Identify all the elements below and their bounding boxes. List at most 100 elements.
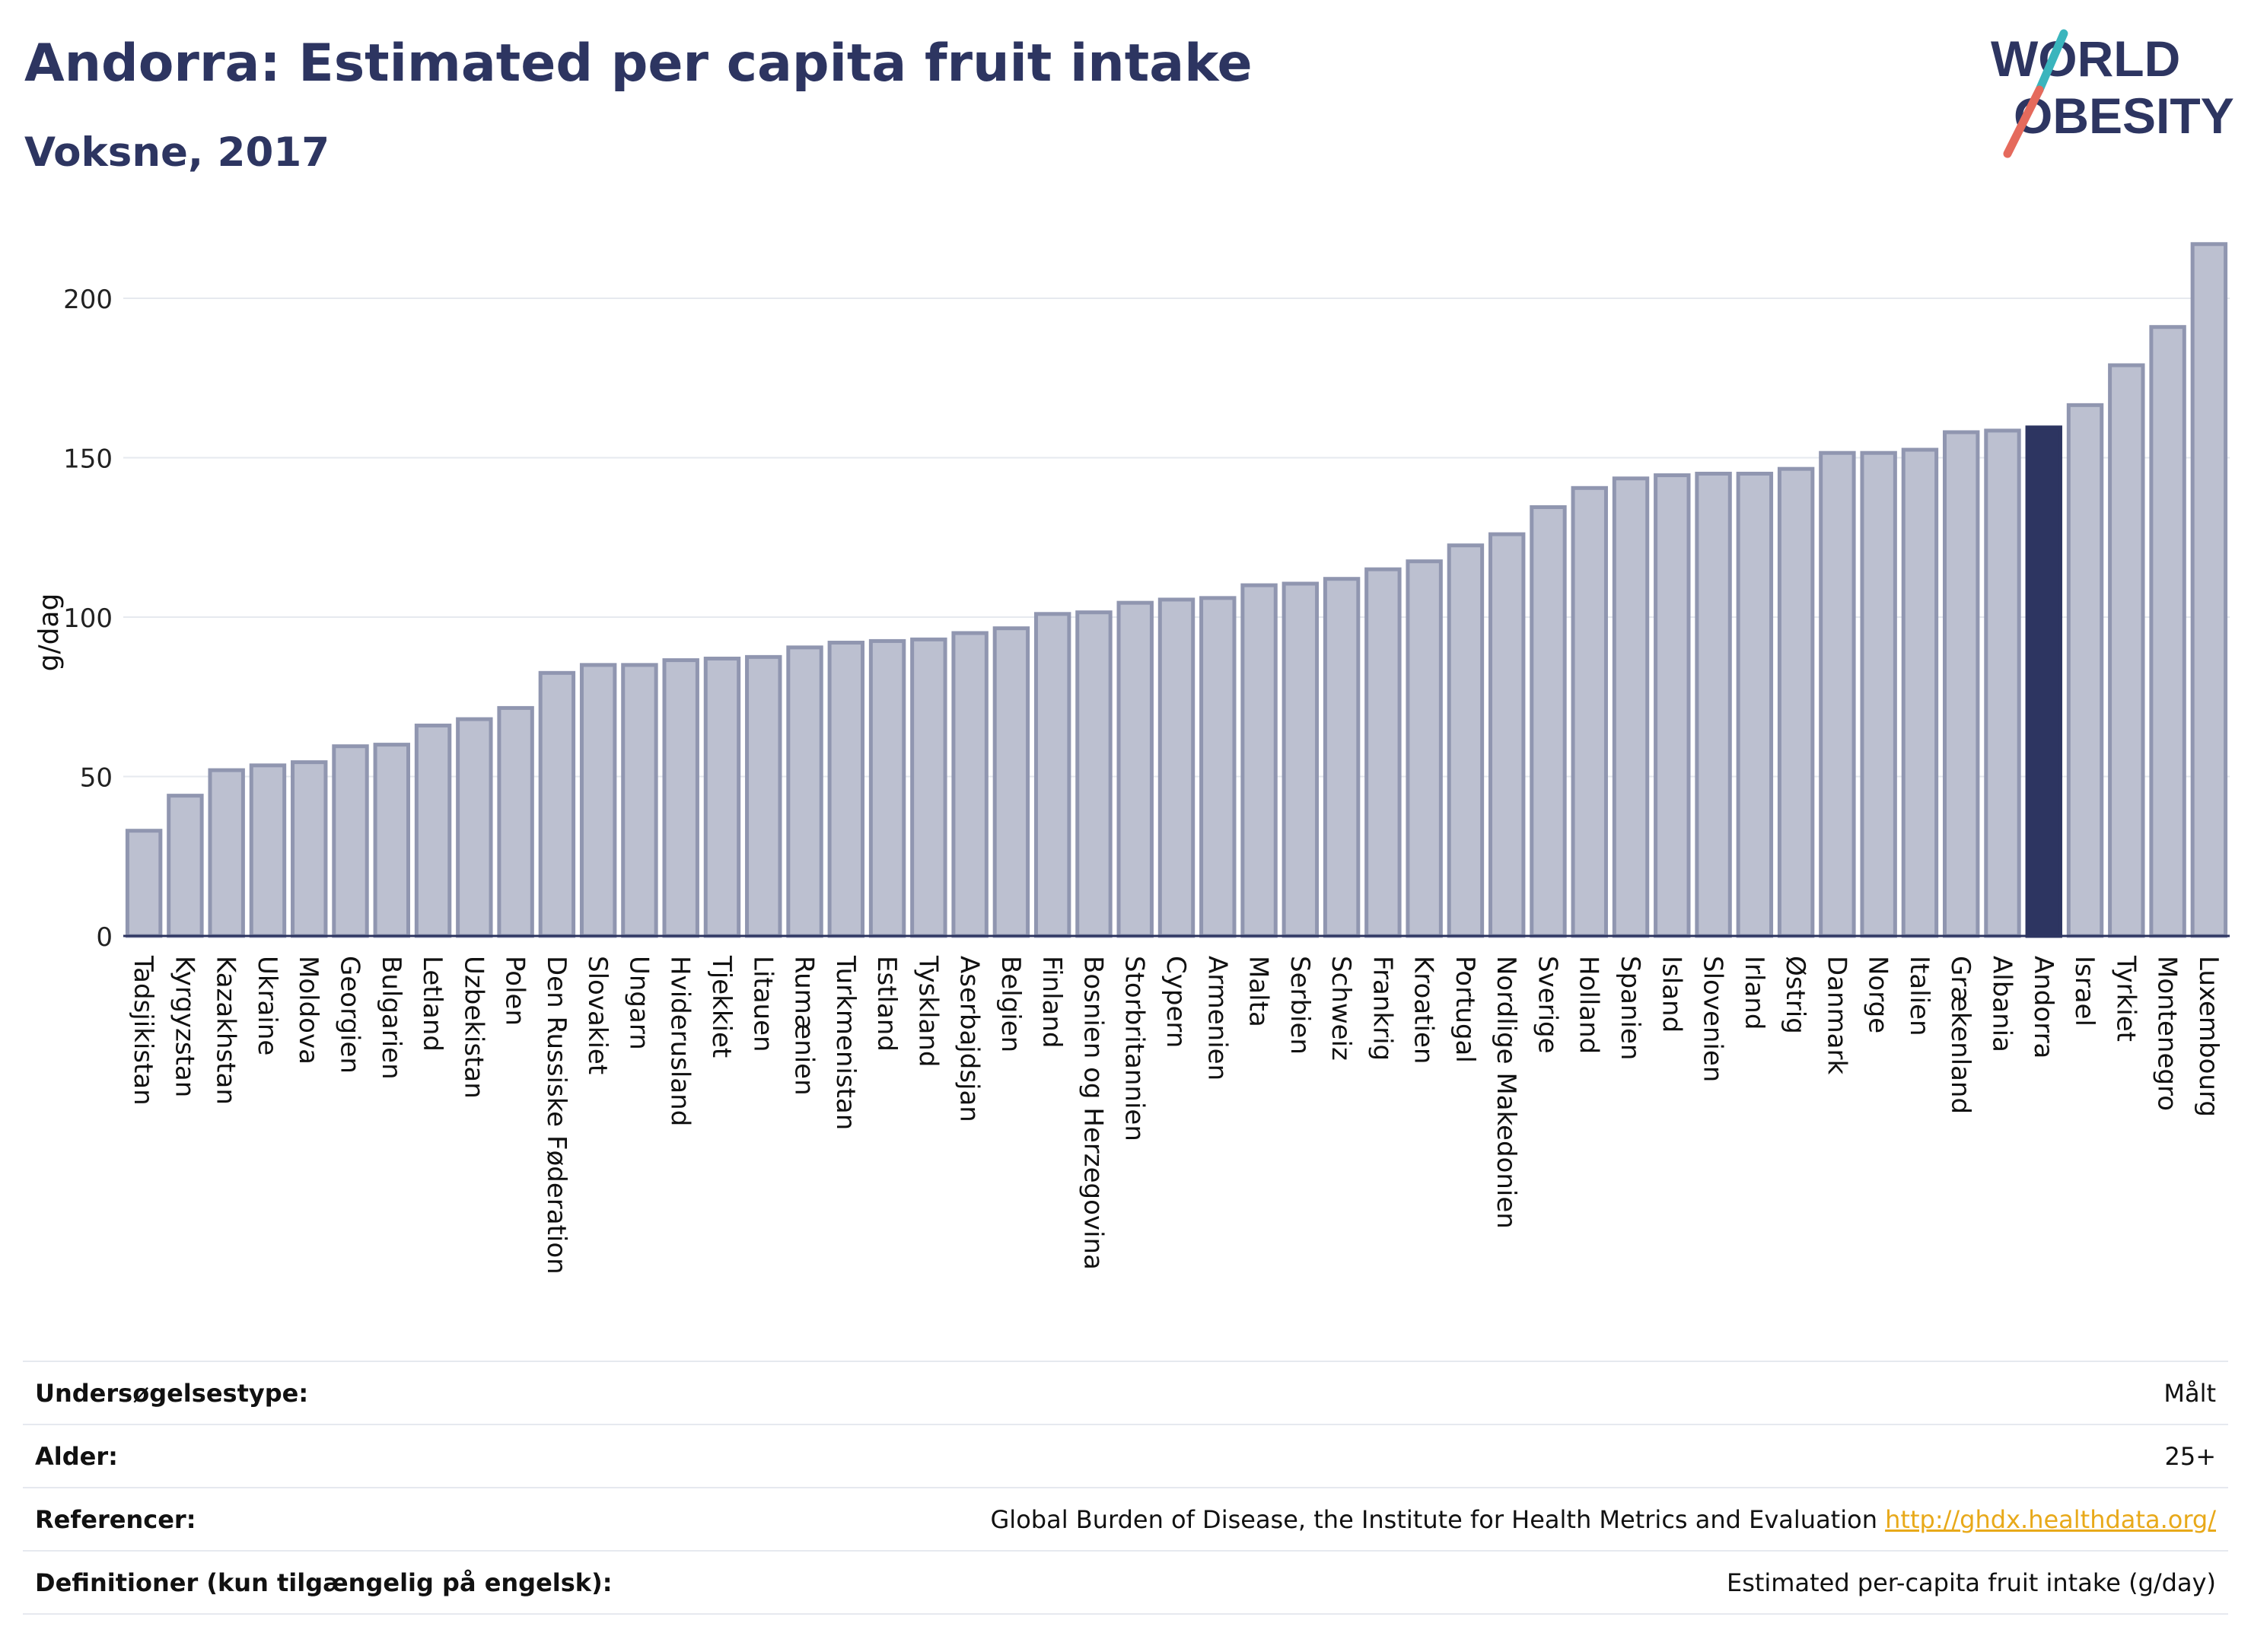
bar [1530, 505, 1567, 938]
info-value: Målt [2163, 1378, 2216, 1408]
x-tick-label: Letland [417, 956, 447, 1052]
x-tick-label: Bosnien og Herzegovina [1078, 956, 1108, 1270]
bar [1612, 476, 1650, 938]
x-tick-label: Turkmenistan [830, 955, 861, 1130]
x-tick-label: Andorra [2028, 956, 2058, 1058]
world-obesity-logo: WORLD OBESITY [1991, 29, 2234, 158]
y-tick-label: 150 [63, 444, 113, 475]
x-tick-label: Kyrgyzstan [169, 956, 199, 1097]
chart-subtitle: Voksne, 2017 [24, 129, 330, 176]
bar [1364, 567, 1402, 938]
bar [703, 656, 741, 938]
bar [332, 744, 369, 938]
info-value: 25+ [2164, 1441, 2216, 1471]
bar [1323, 577, 1361, 938]
bar [497, 705, 534, 938]
x-tick-label: Irland [1739, 956, 1769, 1030]
x-tick-label: Den Russiske Føderation [541, 956, 572, 1275]
x-tick-label: Belgien [995, 956, 1026, 1052]
y-tick-label: 50 [80, 763, 113, 794]
info-label: Alder: [35, 1441, 118, 1471]
x-tick-label: Nordlige Makedonien [1491, 956, 1521, 1229]
bar [1199, 596, 1237, 938]
bar [1033, 612, 1071, 938]
bar [125, 829, 163, 938]
x-tick-label: Island [1656, 956, 1686, 1033]
bar [2066, 403, 2104, 938]
bar [1860, 450, 1897, 938]
info-row-definitions: Definitioner (kun tilgængelig på engelsk… [23, 1551, 2228, 1614]
info-row-age: Alder: 25+ [23, 1424, 2228, 1488]
x-tick-label: Kazakhstan [211, 956, 241, 1105]
x-tick-label: Serbien [1285, 956, 1315, 1055]
x-tick-label: Portugal [1450, 956, 1480, 1063]
bar [1406, 559, 1443, 938]
logo-word-obesity: OBESITY [2014, 88, 2234, 144]
info-row-references: Referencer: Global Burden of Disease, th… [23, 1488, 2228, 1551]
info-label: Referencer: [35, 1504, 196, 1534]
bar [1571, 485, 1608, 938]
info-label: Definitioner (kun tilgængelig på engelsk… [35, 1568, 613, 1597]
x-tick-label: Hviderusland [665, 956, 696, 1126]
bar [2149, 325, 2186, 938]
x-tick-label: Frankrig [1367, 956, 1397, 1061]
y-tick-label: 0 [96, 922, 113, 953]
bar [662, 658, 699, 938]
x-tick-label: Finland [1036, 956, 1067, 1049]
bar [1777, 466, 1815, 938]
bar [1075, 610, 1113, 938]
x-tick-label: Armenien [1202, 956, 1232, 1081]
bar [868, 638, 906, 938]
bar [414, 723, 452, 938]
bar [1654, 473, 1691, 938]
info-value: Estimated per-capita fruit intake (g/day… [1726, 1568, 2216, 1597]
x-tick-label: Sverige [1532, 956, 1562, 1054]
x-tick-label: Holland [1574, 956, 1604, 1054]
x-tick-label: Tadsjikistan [128, 955, 158, 1106]
x-tick-label: Ungarn [623, 956, 654, 1050]
x-tick-label: Tyskland [912, 955, 943, 1067]
bar [291, 760, 328, 938]
logo-teal-slash [2035, 29, 2068, 94]
x-tick-label: Storbritannien [1119, 956, 1150, 1141]
x-tick-label: Ukraine [252, 956, 282, 1055]
x-tick-label: Cypern [1161, 956, 1191, 1048]
bar [1736, 471, 1774, 938]
reference-link[interactable]: http://ghdx.healthdata.org/ [1885, 1504, 2216, 1534]
x-tick-label: Schweiz [1326, 956, 1356, 1061]
x-tick-label: Slovakiet [582, 956, 613, 1074]
bar [992, 626, 1030, 938]
x-tick-label: Moldova [293, 956, 323, 1065]
y-axis-label: g/dag [33, 594, 65, 672]
bar [456, 717, 493, 938]
x-tick-label: Italien [1904, 956, 1934, 1036]
x-tick-label: Georgien [335, 956, 365, 1074]
info-value: Global Burden of Disease, the Institute … [990, 1504, 1877, 1534]
bar [621, 663, 658, 938]
bar [1488, 532, 1526, 938]
x-tick-label: Luxembourg [2193, 956, 2224, 1117]
x-tick-label: Estland [871, 956, 902, 1052]
bar [2108, 363, 2145, 938]
x-tick-label: Spanien [1615, 956, 1645, 1060]
x-tick-label: Polen [500, 956, 530, 1026]
x-tick-label: Danmark [1821, 956, 1851, 1074]
x-tick-label: Slovenien [1698, 956, 1728, 1082]
logo-word-world: WORLD [1991, 30, 2180, 87]
x-tick-label: Uzbekistan [458, 956, 489, 1099]
bar [1447, 543, 1485, 938]
info-label: Undersøgelsestype: [35, 1378, 309, 1408]
bar [373, 743, 410, 938]
x-tick-label: Tjekkiet [706, 955, 737, 1058]
bar [208, 768, 245, 938]
bar [827, 641, 865, 938]
bar [951, 631, 989, 938]
x-tick-label: Kroatien [1409, 956, 1439, 1064]
x-tick-label: Israel [2069, 956, 2100, 1027]
bar [1943, 430, 1980, 938]
bar [1116, 600, 1154, 938]
x-tick-label: Aserbajdsjan [954, 956, 985, 1122]
x-tick-label: Østrig [1780, 956, 1810, 1034]
bar [1901, 447, 1939, 938]
bar [538, 670, 576, 938]
